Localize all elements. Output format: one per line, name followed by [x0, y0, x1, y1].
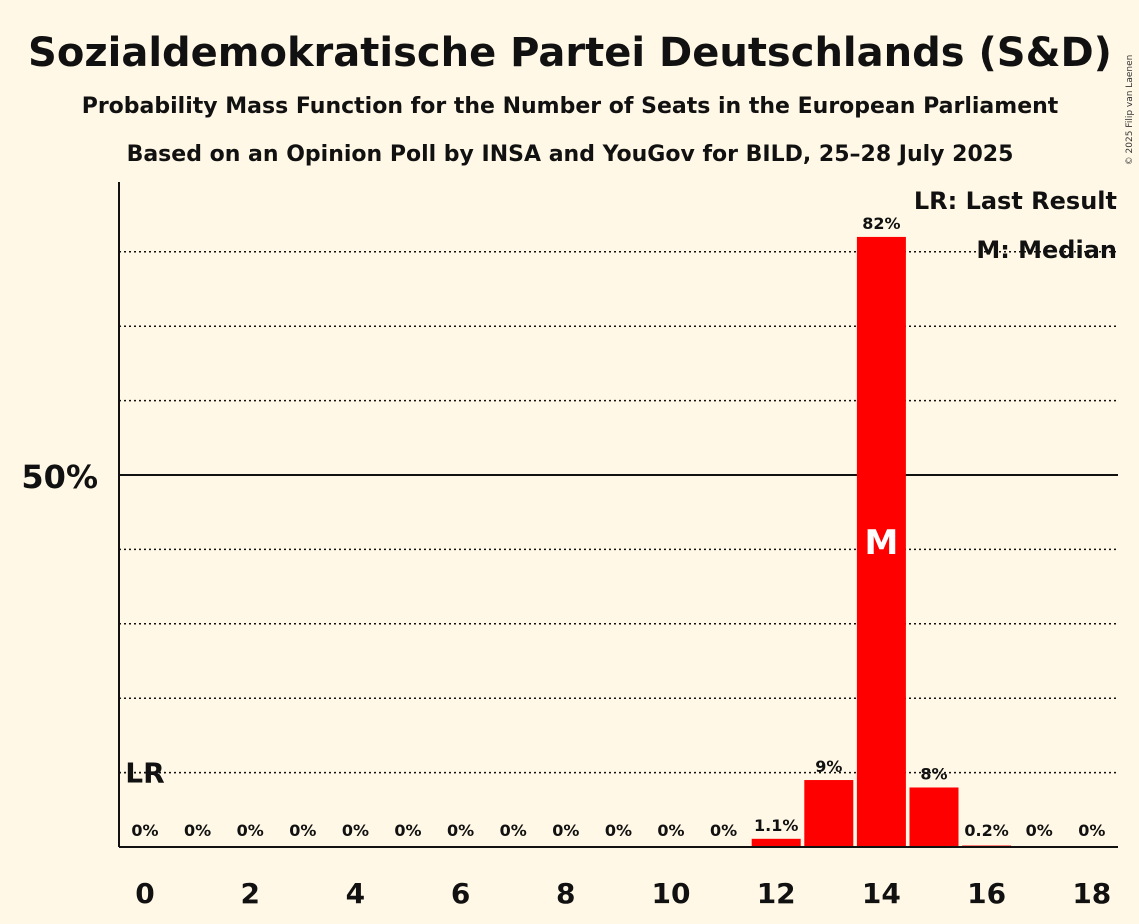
x-tick-12: 12 [757, 877, 796, 910]
legend-median: M: Median [976, 236, 1117, 264]
last-result-marker: LR [125, 757, 164, 790]
gridlines [119, 251, 1118, 774]
median-marker: M [864, 523, 898, 563]
bar-label-seat-13: 9% [815, 757, 842, 776]
x-tick-18: 18 [1072, 877, 1111, 910]
x-tick-8: 8 [556, 877, 575, 910]
bar-label-seat-15: 8% [920, 764, 947, 783]
bar-label-seat-2: 0% [237, 821, 264, 840]
bar-seat-12 [751, 838, 801, 847]
bar-seat-15 [909, 787, 959, 847]
copyright-note: © 2025 Filip van Laenen [1125, 55, 1135, 166]
legend-last-result: LR: Last Result [914, 187, 1117, 215]
bar-value-labels: 0% 0% 0% 0% 0% 0% 0% 0% 0% 0% 0% 0% 1.1% 9% 82% 8% 0.2% 0… [119, 214, 1105, 840]
chart-subtitle: Probability Mass Function for the Number… [82, 94, 1059, 119]
bar-label-seat-16: 0.2% [964, 821, 1008, 840]
bar-seat-14 [856, 236, 906, 848]
bar-label-seat-7: 0% [500, 821, 527, 840]
bar-label-seat-11: 0% [710, 821, 737, 840]
bar-label-seat-1: 0% [184, 821, 211, 840]
x-tick-16: 16 [967, 877, 1006, 910]
chart-subtitle-poll: Based on an Opinion Poll by INSA and You… [127, 142, 1014, 167]
axes: 50% 0 2 4 6 8 10 12 14 16 18 [21, 182, 1118, 910]
x-tick-2: 2 [240, 877, 259, 910]
bar-label-seat-9: 0% [605, 821, 632, 840]
bar-seat-13 [804, 780, 854, 847]
bar-label-seat-5: 0% [394, 821, 421, 840]
y-tick-50: 50% [21, 458, 98, 496]
bar-label-seat-4: 0% [342, 821, 369, 840]
x-tick-0: 0 [135, 877, 154, 910]
x-tick-6: 6 [451, 877, 470, 910]
bar-label-seat-12: 1.1% [754, 816, 798, 835]
bar-label-seat-6: 0% [447, 821, 474, 840]
x-tick-4: 4 [346, 877, 365, 910]
x-tick-10: 10 [652, 877, 691, 910]
bar-label-seat-18: 0% [1078, 821, 1105, 840]
bar-label-seat-10: 0% [657, 821, 684, 840]
bars [751, 236, 1012, 848]
bar-label-seat-0: 0% [131, 821, 158, 840]
bar-label-seat-14: 82% [862, 214, 900, 233]
x-tick-14: 14 [862, 877, 901, 910]
bar-label-seat-17: 0% [1026, 821, 1053, 840]
chart-title: Sozialdemokratische Partei Deutschlands … [28, 30, 1112, 76]
bar-label-seat-3: 0% [289, 821, 316, 840]
bar-label-seat-8: 0% [552, 821, 579, 840]
